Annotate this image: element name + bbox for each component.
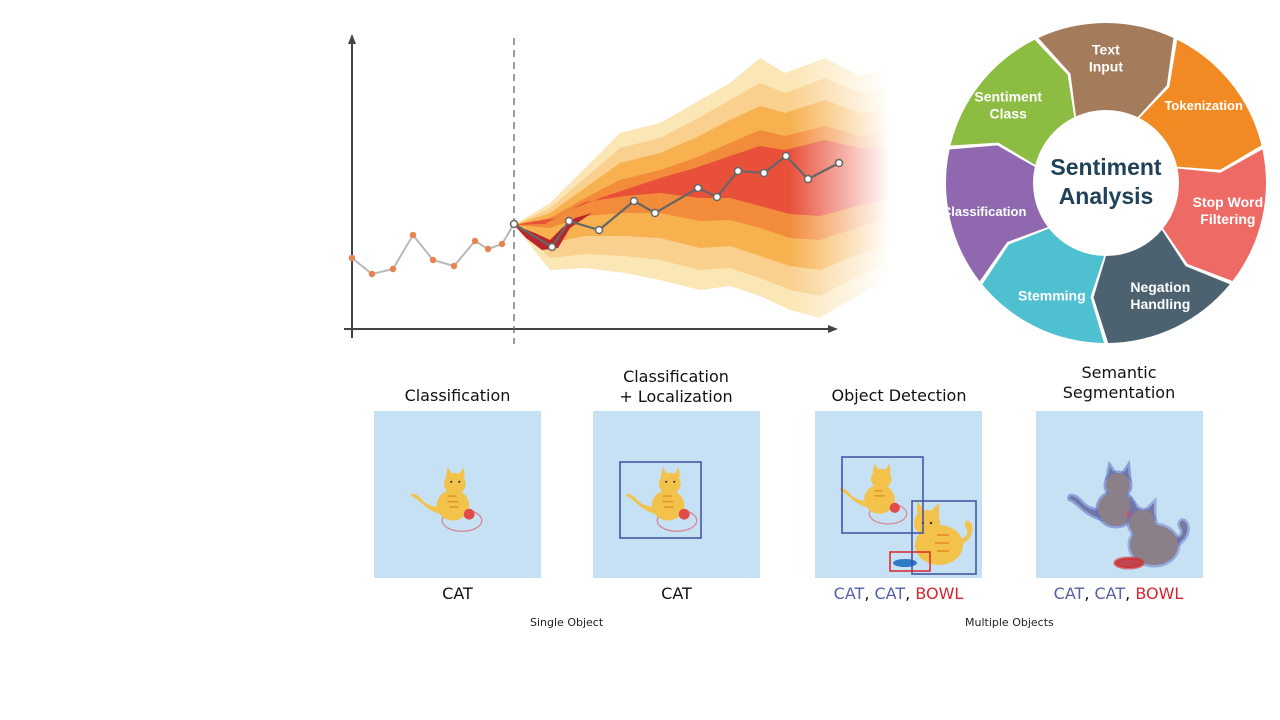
bowl	[893, 559, 917, 567]
wheel-segment	[982, 227, 1106, 343]
history-point	[389, 265, 397, 273]
forecast-point	[834, 158, 844, 168]
caption-label-plain: ,	[864, 584, 875, 603]
series-points	[348, 151, 844, 278]
history-point	[498, 240, 506, 248]
history-point	[429, 256, 437, 264]
wheel-segment-label: Filtering	[1200, 211, 1255, 227]
bounding-box-cat-2	[911, 500, 977, 575]
caption-localization: CAT	[661, 584, 692, 603]
wheel-center-disc	[1033, 110, 1179, 256]
forecast-point	[594, 225, 604, 235]
caption-label-blue: CAT	[1094, 584, 1126, 603]
caption-segmentation: CAT, CAT, BOWL	[1010, 584, 1227, 603]
panel-title-object-detection: Object Detection	[831, 386, 967, 405]
wheel-segment	[1161, 149, 1266, 282]
wheel-segment	[1093, 227, 1230, 343]
image-tile-localization	[593, 411, 760, 578]
caption-label-blue: CAT	[874, 584, 906, 603]
history-line	[351, 223, 515, 276]
wheel-center-line-1: Sentiment	[1050, 154, 1162, 180]
bounding-box-bowl	[889, 551, 931, 572]
history-point	[471, 237, 479, 245]
caption-label-red: BOWL	[1135, 584, 1184, 603]
forecast-point	[712, 192, 722, 202]
axes	[344, 34, 838, 344]
forecast-point	[781, 151, 791, 161]
history-point	[348, 254, 356, 262]
wheel-segment-label: Tokenization	[1164, 98, 1243, 113]
wheel-segment	[946, 145, 1051, 282]
bounding-box-cat-1	[841, 456, 924, 534]
group-label-multiple-objects: Multiple Objects	[965, 616, 1054, 629]
forecast-fan-chart	[330, 28, 890, 348]
caption-classification: CAT	[442, 584, 473, 603]
wheel-segment-label: Input	[1089, 59, 1124, 75]
wheel-segment	[1038, 22, 1174, 120]
segmented-bowl	[1113, 556, 1145, 570]
wheel-segment-label: Class	[990, 106, 1028, 122]
cat-illustration	[411, 467, 483, 532]
forecast-point	[547, 242, 557, 252]
forecast-point	[629, 196, 639, 206]
forecast-point	[803, 174, 813, 184]
caption-label-plain: ,	[1084, 584, 1095, 603]
wheel-segment-label: Negation	[1130, 279, 1190, 295]
group-label-single-object: Single Object	[530, 616, 604, 629]
wheel-segment-label: Stop Word	[1193, 194, 1264, 210]
wheel-segment	[1137, 39, 1262, 170]
caption-object-detection: CAT, CAT, BOWL	[790, 584, 1007, 603]
caption-label-blue: CAT	[833, 584, 865, 603]
caption-label-plain: ,	[905, 584, 916, 603]
segmented-cats-illustration	[1067, 459, 1190, 570]
caption-label-plain: ,	[1125, 584, 1136, 603]
wheel-segment-label: Handling	[1130, 296, 1190, 312]
wheel-center-line-2: Analysis	[1059, 183, 1154, 209]
wheel-segment-label: Sentiment	[974, 89, 1042, 105]
fan-bands	[330, 28, 890, 348]
wheel-segment-label: Classification	[942, 204, 1027, 219]
caption-label-blue: CAT	[1053, 584, 1085, 603]
panel-title-semantic-segmentation: Semantic Segmentation	[1062, 363, 1176, 402]
caption-label-red: BOWL	[915, 584, 964, 603]
image-tile-object-detection	[815, 411, 982, 578]
image-tile-classification	[374, 411, 541, 578]
panel-title-classification: Classification	[404, 386, 511, 405]
history-point	[368, 270, 376, 278]
history-point	[409, 231, 417, 239]
history-point	[450, 262, 458, 270]
bounding-box-cat	[619, 461, 702, 539]
image-tile-segmentation	[1036, 411, 1203, 578]
forecast-point	[564, 216, 574, 226]
cat-illustration	[619, 461, 702, 539]
forecast-point	[759, 168, 769, 178]
history-point	[484, 245, 492, 253]
two-cats-bowl-illustration	[840, 456, 977, 575]
wheel-segment-label: Text	[1092, 42, 1120, 58]
forecast-point	[509, 219, 519, 229]
forecast-point	[693, 183, 703, 193]
wheel-segment-label: Stemming	[1018, 288, 1086, 304]
panel-title-classification-localization: Classification + Localization	[619, 367, 733, 406]
forecast-point	[650, 208, 660, 218]
wheel-segment	[950, 39, 1075, 167]
forecast-point	[733, 166, 743, 176]
